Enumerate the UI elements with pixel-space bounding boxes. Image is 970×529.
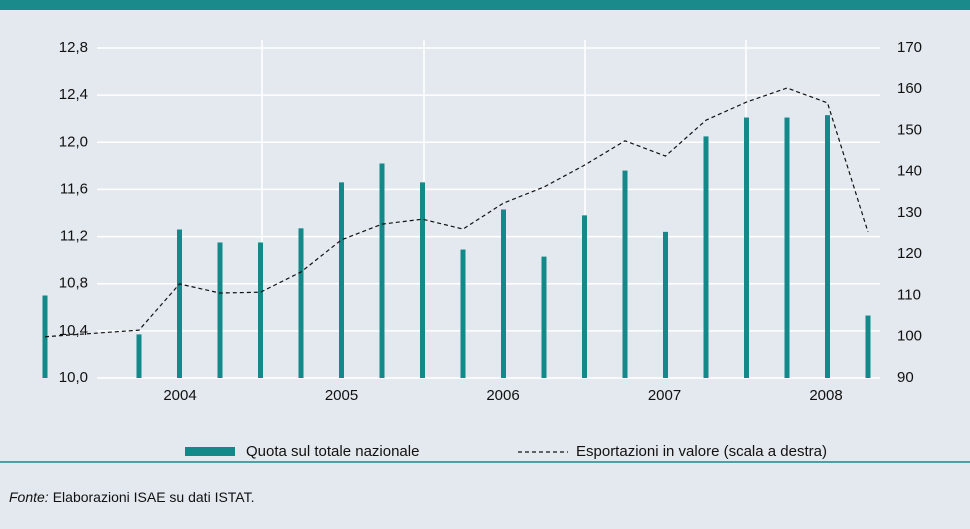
y-tick-label: 10,4 <box>59 322 88 339</box>
y2-tick-label: 110 <box>897 286 921 303</box>
x-tick-label: 2006 <box>486 387 519 404</box>
y-tick-label: 12,8 <box>59 39 88 56</box>
y-tick-label: 11,6 <box>60 180 88 197</box>
x-tick-label: 2004 <box>163 387 196 404</box>
x-tick-label: 2005 <box>325 387 358 404</box>
y-tick-label: 10,0 <box>59 369 88 386</box>
bar <box>703 136 709 378</box>
x-tick-label: 2007 <box>648 387 681 404</box>
y2-tick-label: 160 <box>897 80 922 97</box>
legend-label: Quota sul totale nazionale <box>246 443 419 460</box>
plot: 10,0 10,4 10,8 11,2 11,6 12,0 12,4 12,8 90 100 110… <box>42 39 922 404</box>
bar <box>744 117 749 379</box>
bar <box>298 228 304 378</box>
bar <box>582 215 587 378</box>
bar <box>420 182 425 378</box>
source-label: Fonte: <box>9 489 49 505</box>
bar <box>460 249 466 378</box>
bar <box>217 242 223 378</box>
source-text: Elaborazioni ISAE su dati ISTAT. <box>53 489 255 505</box>
y2-tick-label: 100 <box>897 328 922 345</box>
bar <box>379 163 385 378</box>
source: Fonte: Elaborazioni ISAE su dati ISTAT. <box>9 489 255 505</box>
y2-tick-label: 170 <box>897 39 922 56</box>
y-tick-label: 12,4 <box>59 86 88 103</box>
bar <box>825 115 830 378</box>
bar <box>784 117 790 379</box>
x-tick-label: 2008 <box>809 387 842 404</box>
bar <box>622 170 628 378</box>
bar <box>541 256 547 378</box>
y-tick-label: 12,0 <box>59 133 88 150</box>
bar <box>663 231 668 378</box>
bar <box>258 242 263 378</box>
bar <box>177 229 182 378</box>
y2-tick-label: 130 <box>897 204 922 221</box>
bar <box>501 209 506 378</box>
y2-tick-label: 150 <box>897 121 922 138</box>
y2-tick-label: 120 <box>897 245 922 262</box>
y-tick-label: 11,2 <box>60 228 88 245</box>
legend-label: Esportazioni in valore (scala a destra) <box>576 443 827 460</box>
line <box>44 87 869 338</box>
header-band <box>0 0 970 10</box>
y2-tick-label: 90 <box>897 369 914 386</box>
bar <box>339 182 344 378</box>
bar <box>136 334 142 378</box>
legend-swatch <box>185 447 235 456</box>
bar <box>865 315 871 378</box>
y-tick-label: 10,8 <box>59 275 88 292</box>
y2-tick-label: 140 <box>897 163 922 180</box>
